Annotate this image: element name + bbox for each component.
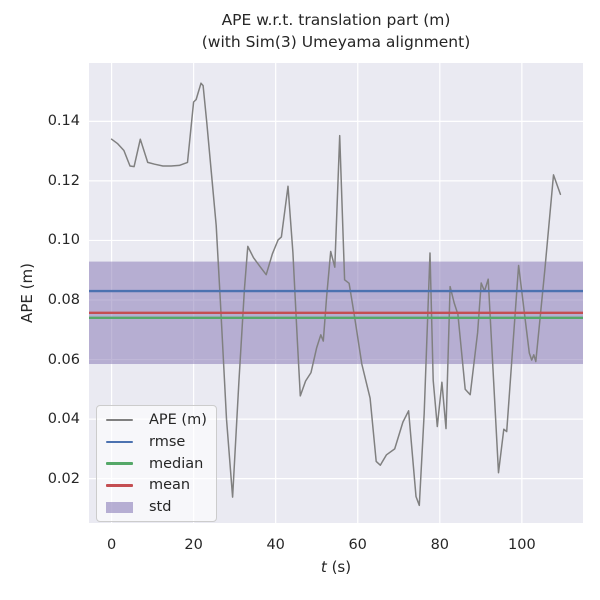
legend-label: rmse	[149, 433, 186, 450]
legend-patch-swatch-icon	[106, 501, 133, 513]
x-tick-label: 0	[106, 537, 117, 553]
y-tick-label: 0.08	[47, 292, 80, 308]
legend-item: rmse	[106, 432, 212, 452]
legend-label: median	[149, 455, 204, 472]
swatch-color	[106, 419, 133, 421]
y-tick-label: 0.06	[47, 351, 80, 368]
x-tick-label: 60	[348, 537, 367, 553]
x-axis-label-units: (s)	[326, 558, 352, 576]
legend-item: APE (m)	[106, 410, 212, 430]
x-axis-label-variable: t	[320, 558, 327, 576]
swatch-color	[106, 484, 133, 487]
swatch-color	[106, 501, 133, 513]
x-tick-label: 40	[266, 537, 285, 553]
legend-label: std	[149, 499, 172, 515]
legend-label: APE (m)	[149, 412, 207, 428]
chart-title: APE w.r.t. translation part (m) (with Si…	[89, 10, 583, 53]
chart-title-line1: APE w.r.t. translation part (m)	[221, 11, 451, 29]
legend-line-swatch-icon	[106, 484, 133, 487]
swatch-color	[106, 462, 133, 465]
legend-label: mean	[149, 477, 191, 494]
chart-title-line2: (with Sim(3) Umeyama alignment)	[201, 32, 471, 51]
legend-line-swatch-icon	[106, 419, 133, 421]
x-tick-label: 20	[184, 537, 203, 553]
y-tick-label: 0.10	[47, 232, 80, 249]
legend-item: median	[106, 454, 212, 474]
x-axis-label: t (s)	[89, 558, 583, 576]
legend-line-swatch-icon	[106, 462, 133, 465]
y-tick-label: 0.02	[47, 470, 80, 487]
y-tick-label: 0.14	[47, 113, 80, 130]
legend-line-swatch-icon	[106, 440, 133, 443]
x-tick-label: 80	[430, 537, 450, 553]
y-tick-label: 0.12	[47, 172, 80, 189]
legend-item: std	[106, 497, 212, 517]
legend-item: mean	[106, 475, 212, 495]
swatch-color	[106, 440, 133, 443]
x-tick-label: 100	[508, 537, 536, 553]
ape-line	[110, 82, 562, 507]
legend: APE (m) rmse median mean std	[96, 405, 217, 522]
y-tick-label: 0.04	[47, 411, 80, 428]
